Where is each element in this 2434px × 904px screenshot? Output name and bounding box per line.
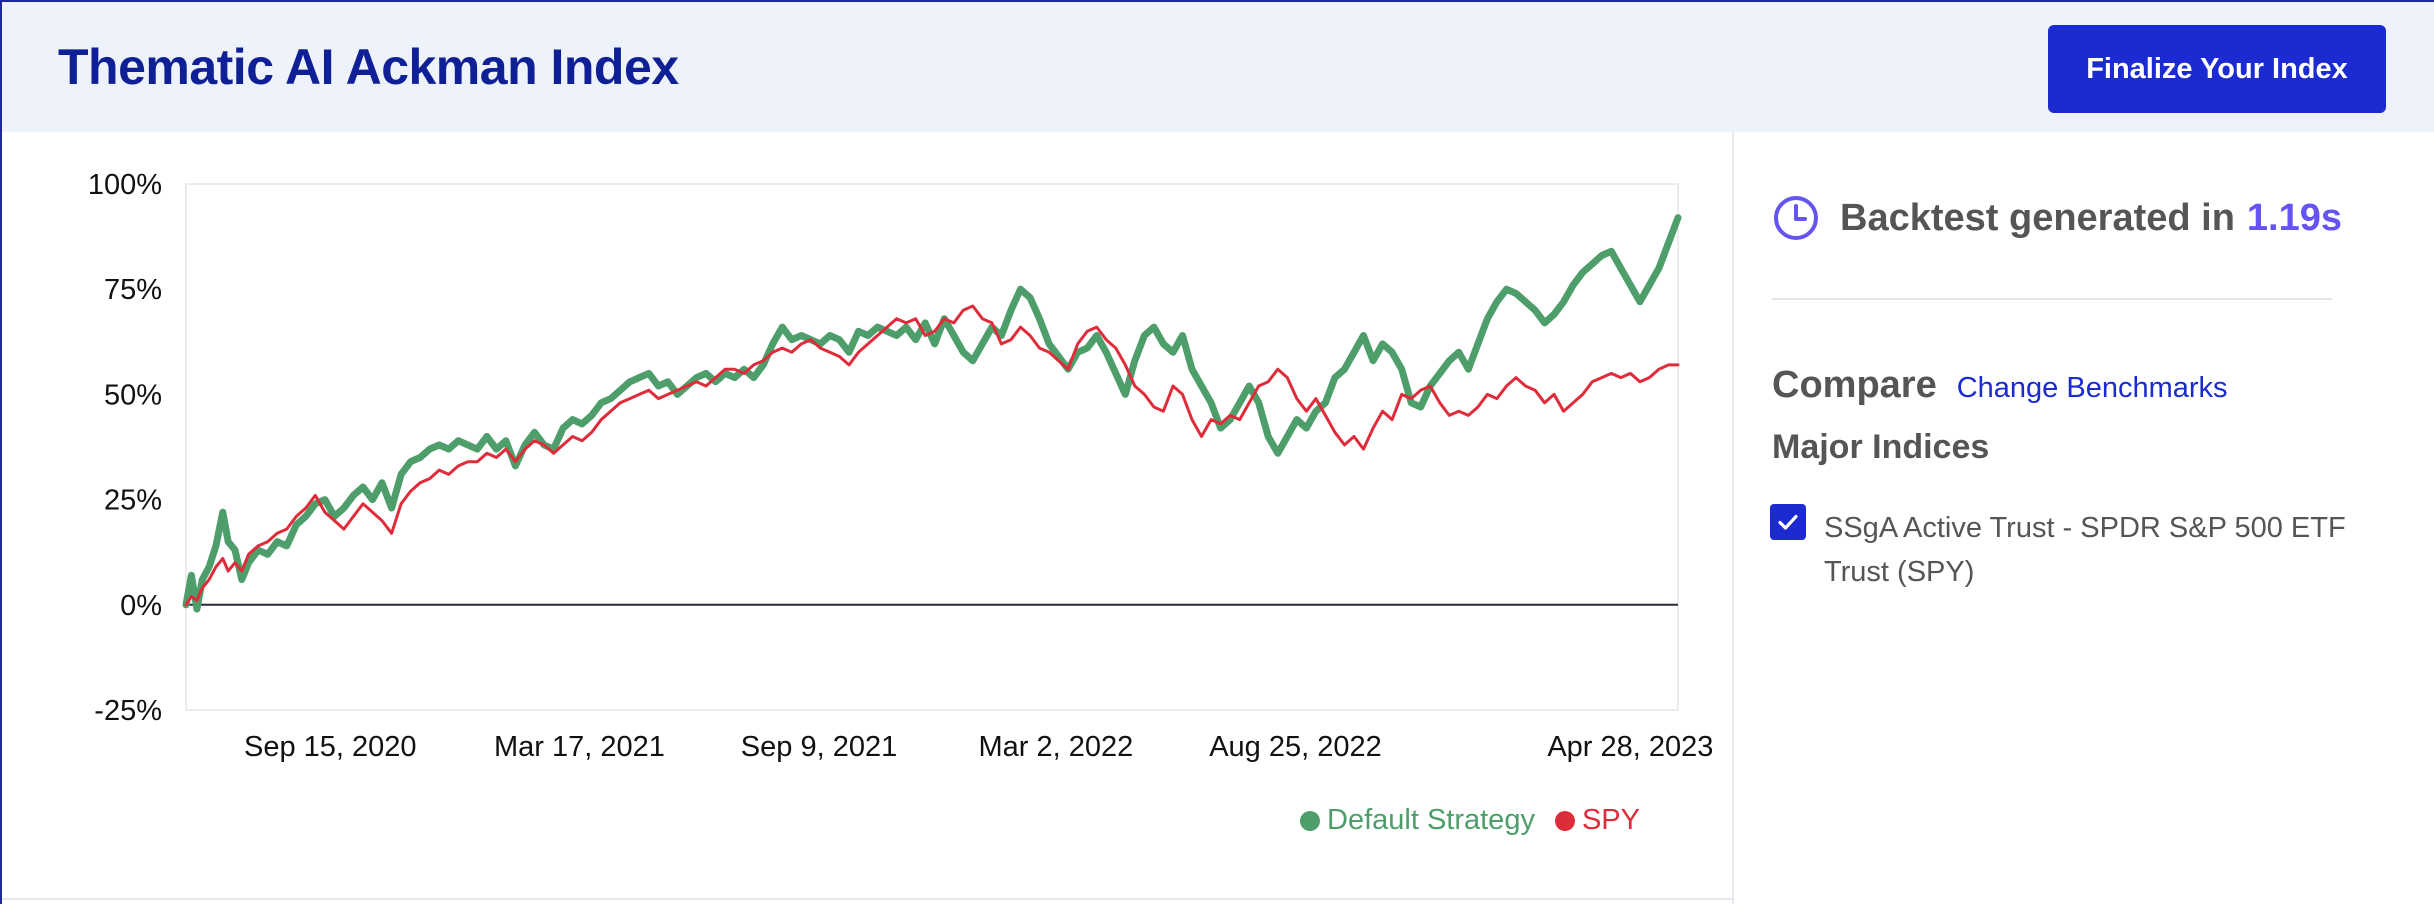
panel-divider bbox=[1732, 132, 1734, 904]
spy-checkbox[interactable] bbox=[1770, 504, 1806, 540]
section-divider bbox=[1772, 298, 2332, 300]
chart-svg: 100% 75% 50% 25% 0% -25% Sep 15, 2020 Mar 17, … bbox=[88, 169, 1714, 763]
backtest-status: Backtest generated in 1.19s bbox=[1772, 194, 2342, 242]
series-line-spy[interactable] bbox=[184, 304, 1680, 607]
backtest-time: 1.19s bbox=[2246, 196, 2343, 239]
page-header: Thematic AI Ackman Index Finalize Your I… bbox=[2, 2, 2434, 132]
compare-row: Compare Change Benchmarks bbox=[1772, 364, 2228, 407]
page-title: Thematic AI Ackman Index bbox=[58, 39, 679, 95]
x-tick-label: Sep 9, 2021 bbox=[741, 731, 897, 763]
legend-item-spy[interactable]: SPY bbox=[1554, 804, 1640, 837]
y-tick-label: 0% bbox=[120, 590, 162, 622]
chart-legend: Default Strategy SPY bbox=[1300, 804, 1660, 837]
clock-icon bbox=[1774, 196, 1818, 240]
plot-area bbox=[185, 183, 1679, 711]
legend-dot-spy bbox=[1554, 810, 1575, 831]
y-tick-label: -25% bbox=[94, 695, 162, 727]
backtest-text: Backtest generated in bbox=[1840, 196, 2235, 239]
side-panel: Backtest generated in 1.19s Compare Chan… bbox=[1734, 132, 2434, 904]
check-icon bbox=[1778, 514, 1798, 530]
x-axis: Sep 15, 2020 Mar 17, 2021 Sep 9, 2021 Mar 2… bbox=[244, 731, 1713, 763]
spy-benchmark-label: SSgA Active Trust - SPDR S&P 500 ETF Tru… bbox=[1824, 512, 2346, 588]
performance-chart: 100% 75% 50% 25% 0% -25% Sep 15, 2020 Mar 17, … bbox=[0, 132, 1730, 902]
y-axis: 100% 75% 50% 25% 0% -25% bbox=[88, 169, 162, 727]
x-tick-label: Sep 15, 2020 bbox=[244, 731, 417, 763]
legend-label-spy: SPY bbox=[1581, 804, 1640, 836]
x-tick-label: Mar 2, 2022 bbox=[978, 731, 1133, 763]
series-group bbox=[182, 214, 1682, 613]
series-line-default-strategy[interactable] bbox=[182, 214, 1682, 613]
legend-dot-default-strategy bbox=[1300, 810, 1320, 831]
y-tick-label: 25% bbox=[104, 485, 162, 517]
legend-label-default-strategy: Default Strategy bbox=[1327, 804, 1535, 836]
major-indices-title: Major Indices bbox=[1772, 428, 1990, 466]
x-tick-label: Mar 17, 2021 bbox=[494, 731, 665, 763]
y-tick-label: 100% bbox=[88, 169, 162, 201]
finalize-index-button[interactable]: Finalize Your Index bbox=[2048, 25, 2386, 113]
legend-item-default-strategy[interactable]: Default Strategy bbox=[1300, 804, 1535, 837]
x-tick-label: Apr 28, 2023 bbox=[1547, 731, 1713, 763]
y-tick-label: 50% bbox=[104, 379, 162, 411]
chart-bottom-divider bbox=[2, 898, 1732, 900]
y-tick-label: 75% bbox=[104, 274, 162, 306]
change-benchmarks-link[interactable]: Change Benchmarks bbox=[1956, 372, 2228, 404]
compare-title: Compare bbox=[1772, 364, 1937, 406]
x-tick-label: Aug 25, 2022 bbox=[1209, 731, 1382, 763]
